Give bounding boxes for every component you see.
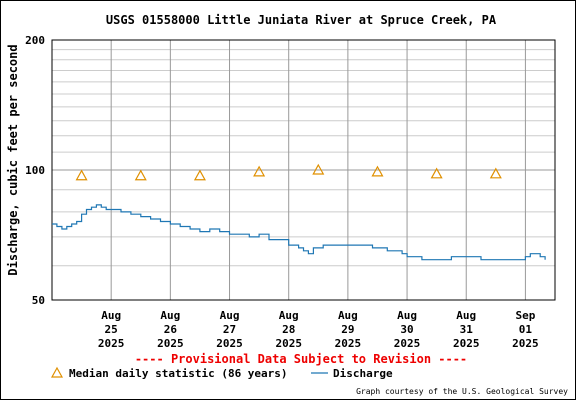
x-tick-label: 2025: [157, 337, 184, 350]
minor-gridlines: [52, 49, 555, 267]
x-axis-tick-labels: Aug252025Aug262025Aug272025Aug282025Aug2…: [98, 309, 539, 350]
major-gridlines: [52, 39, 555, 301]
discharge-series-line: [52, 204, 546, 261]
x-tick-label: Aug: [101, 309, 121, 322]
legend-discharge-label: Discharge: [333, 367, 393, 380]
x-tick-label: Aug: [397, 309, 417, 322]
y-axis-label: Discharge, cubic feet per second: [6, 44, 20, 275]
x-tick-label: 2025: [216, 337, 243, 350]
x-tick-label: 29: [341, 323, 354, 336]
x-tick-label: 28: [282, 323, 295, 336]
x-tick-label: Aug: [338, 309, 358, 322]
legend-median-triangle-icon: [50, 366, 64, 378]
series-layer: [52, 163, 546, 261]
x-tick-label: 26: [164, 323, 178, 336]
x-tick-label: 25: [105, 323, 118, 336]
legend-median-label: Median daily statistic (86 years): [69, 367, 288, 380]
median-triangle-marker: [371, 165, 384, 177]
median-triangle-marker: [489, 167, 502, 179]
x-tick-label: 2025: [453, 337, 480, 350]
y-tick-label: 50: [32, 294, 45, 307]
median-triangle-marker: [193, 169, 206, 181]
x-tick-label: Aug: [160, 309, 180, 322]
usgs-credit: Graph courtesy of the U.S. Geological Su…: [356, 387, 568, 396]
x-tick-label: Aug: [279, 309, 299, 322]
chart-title: USGS 01558000 Little Juniata River at Sp…: [106, 13, 497, 27]
x-tick-label: 2025: [394, 337, 421, 350]
median-triangle-marker: [312, 163, 325, 175]
y-tick-label: 200: [25, 34, 45, 47]
median-triangle-marker: [134, 169, 147, 181]
y-axis-tick-labels: 50 100 200: [25, 34, 45, 307]
provisional-notice: ---- Provisional Data Subject to Revisio…: [135, 352, 467, 366]
x-tick-label: 27: [223, 323, 236, 336]
legend: Median daily statistic (86 years) Discha…: [50, 366, 393, 380]
x-tick-label: 31: [460, 323, 474, 336]
x-tick-label: Sep: [515, 309, 535, 322]
median-triangle-marker: [253, 165, 266, 177]
x-tick-label: 2025: [275, 337, 302, 350]
x-tick-label: 2025: [512, 337, 539, 350]
plot-area-border: [51, 39, 556, 301]
x-tick-label: Aug: [456, 309, 476, 322]
x-tick-label: Aug: [220, 309, 240, 322]
y-tick-label: 100: [25, 164, 45, 177]
x-tick-label: 2025: [98, 337, 125, 350]
x-tick-label: 30: [400, 323, 413, 336]
median-triangle-marker: [430, 167, 443, 179]
median-triangle-marker: [75, 169, 88, 181]
x-tick-label: 01: [519, 323, 533, 336]
x-tick-label: 2025: [335, 337, 362, 350]
